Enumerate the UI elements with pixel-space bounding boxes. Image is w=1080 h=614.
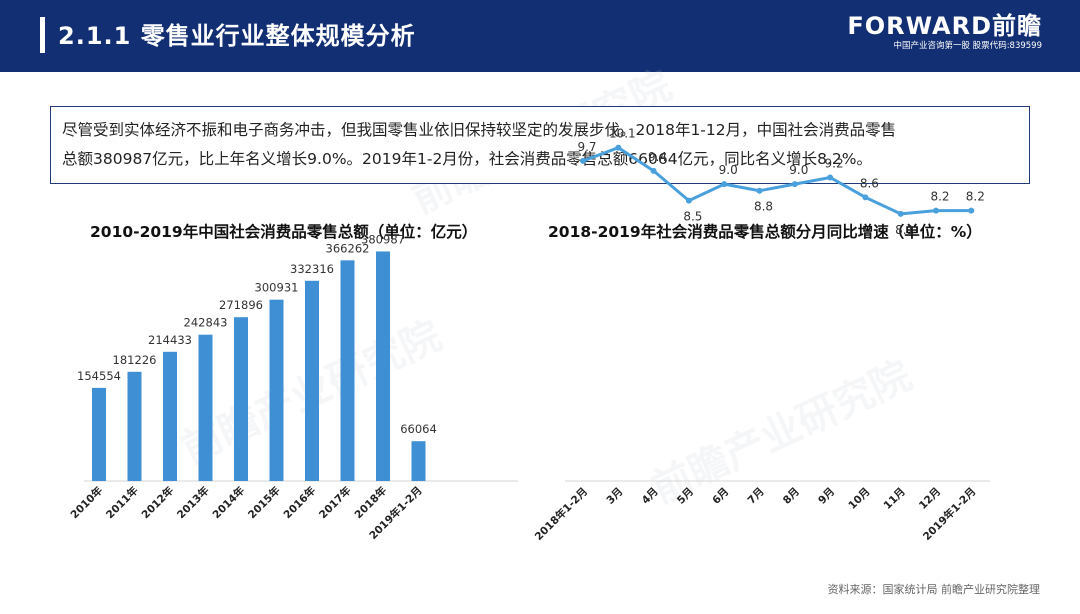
line-point-4 xyxy=(721,181,728,188)
summary-box: 尽管受到实体经济不振和电子商务冲击，但我国零售业依旧保持较坚定的发展步伐。201… xyxy=(50,106,1030,184)
bar-0 xyxy=(92,387,106,481)
bar-value-label-4: 271896 xyxy=(219,298,263,312)
growth-line-series xyxy=(582,146,972,216)
line-x-tick-9: 11月 xyxy=(882,486,908,512)
bar-4 xyxy=(234,317,248,481)
bar-chart-title: 2010-2019年中国社会消费品零售总额（单位：亿元） xyxy=(90,223,478,241)
summary-text: 尽管受到实体经济不振和电子商务冲击，但我国零售业依旧保持较坚定的发展步伐。201… xyxy=(62,116,1017,174)
line-x-tick-7: 9月 xyxy=(816,486,837,507)
brand-logo: FORWARD前瞻 中国产业咨询第一股 股票代码:839599 xyxy=(847,12,1042,52)
bar-value-label-5: 300931 xyxy=(255,281,299,295)
line-point-3 xyxy=(685,197,692,204)
line-point-2 xyxy=(650,167,657,174)
line-value-label-9: 8.1 xyxy=(895,223,914,237)
line-point-8 xyxy=(862,194,869,201)
line-point-7 xyxy=(827,174,834,181)
bar-6 xyxy=(305,280,319,481)
line-value-label-5: 8.8 xyxy=(754,200,773,214)
line-value-label-6: 9.0 xyxy=(789,163,808,177)
bar-value-label-1: 181226 xyxy=(113,353,157,367)
bar-2 xyxy=(163,351,177,481)
bar-3 xyxy=(198,334,213,481)
bar-x-tick-1: 2011年 xyxy=(103,484,141,522)
line-x-tick-5: 7月 xyxy=(746,486,767,507)
line-x-tick-4: 6月 xyxy=(710,486,731,507)
line-x-tick-10: 12月 xyxy=(917,486,943,512)
line-point-1 xyxy=(615,144,622,151)
line-value-label-8: 8.6 xyxy=(860,176,879,190)
bar-5 xyxy=(269,299,284,481)
line-point-9 xyxy=(897,210,904,217)
bar-value-label-6: 332316 xyxy=(290,262,334,276)
header-accent-bar xyxy=(40,17,45,53)
line-point-0 xyxy=(580,157,586,164)
line-chart: 9.7 2018年1-2月 10.1 3月 9.4 4月 8.5 5月 9.0 6月 8.8 7月 9.… xyxy=(532,127,990,543)
line-chart-title: 2018-2019年社会消费品零售总额分月同比增速（单位：%） xyxy=(548,223,982,241)
bar-8 xyxy=(376,251,390,481)
line-x-tick-3: 5月 xyxy=(675,486,696,507)
bar-x-tick-0: 2010年 xyxy=(68,484,106,522)
line-x-tick-1: 3月 xyxy=(604,486,625,507)
line-value-label-7: 9.2 xyxy=(825,156,844,170)
bar-value-label-3: 242843 xyxy=(184,316,228,330)
line-point-11 xyxy=(968,207,975,214)
line-point-5 xyxy=(756,187,763,194)
line-value-label-4: 9.0 xyxy=(719,163,738,177)
summary-line-1: 尽管受到实体经济不振和电子商务冲击，但我国零售业依旧保持较坚定的发展步伐。201… xyxy=(62,121,897,139)
bar-value-label-7: 366262 xyxy=(326,241,370,255)
bar-x-tick-6: 2016年 xyxy=(281,484,319,522)
bar-x-tick-2: 2012年 xyxy=(139,484,177,522)
bar-9 xyxy=(411,441,426,481)
bar-x-tick-5: 2015年 xyxy=(245,484,283,522)
bar-x-tick-7: 2017年 xyxy=(316,484,354,522)
summary-line-2: 总额380987亿元，比上年名义增长9.0%。2019年1-2月份，社会消费品零… xyxy=(62,150,872,168)
bar-7 xyxy=(340,260,355,481)
brand-subtitle: 中国产业咨询第一股 股票代码:839599 xyxy=(893,41,1042,51)
brand-name: FORWARD前瞻 xyxy=(847,12,1042,40)
page-title: 2.1.1 零售业行业整体规模分析 xyxy=(58,22,416,50)
line-point-10 xyxy=(933,207,939,214)
bar-value-label-0: 154554 xyxy=(77,369,121,383)
bar-x-tick-3: 2013年 xyxy=(174,484,212,522)
line-x-tick-0: 2018年1-2月 xyxy=(532,485,590,543)
line-value-label-1: 10.1 xyxy=(609,127,636,141)
line-value-label-2: 9.4 xyxy=(648,150,667,164)
line-x-tick-2: 4月 xyxy=(640,486,661,507)
header-bar: 2.1.1 零售业行业整体规模分析 FORWARD前瞻 中国产业咨询第一股 股票… xyxy=(0,0,1080,72)
line-value-label-0: 9.7 xyxy=(577,140,596,154)
bar-1 xyxy=(127,371,142,481)
bar-value-label-2: 214433 xyxy=(148,333,192,347)
bar-x-tick-4: 2014年 xyxy=(210,484,248,522)
line-value-label-3: 8.5 xyxy=(683,210,702,224)
bar-chart: 154554 2010年 181226 2011年 214433 2012年 242843 2… xyxy=(68,232,518,542)
source-note: 资料来源：国家统计局 前瞻产业研究院整理 xyxy=(827,583,1041,596)
bar-value-label-8: 380987 xyxy=(361,232,405,246)
line-value-label-11: 8.2 xyxy=(966,190,985,204)
line-x-tick-8: 10月 xyxy=(846,486,872,512)
line-x-tick-6: 8月 xyxy=(781,486,802,507)
line-point-6 xyxy=(791,181,798,188)
line-value-label-10: 8.2 xyxy=(930,190,949,204)
bar-value-label-9: 66064 xyxy=(400,422,437,436)
